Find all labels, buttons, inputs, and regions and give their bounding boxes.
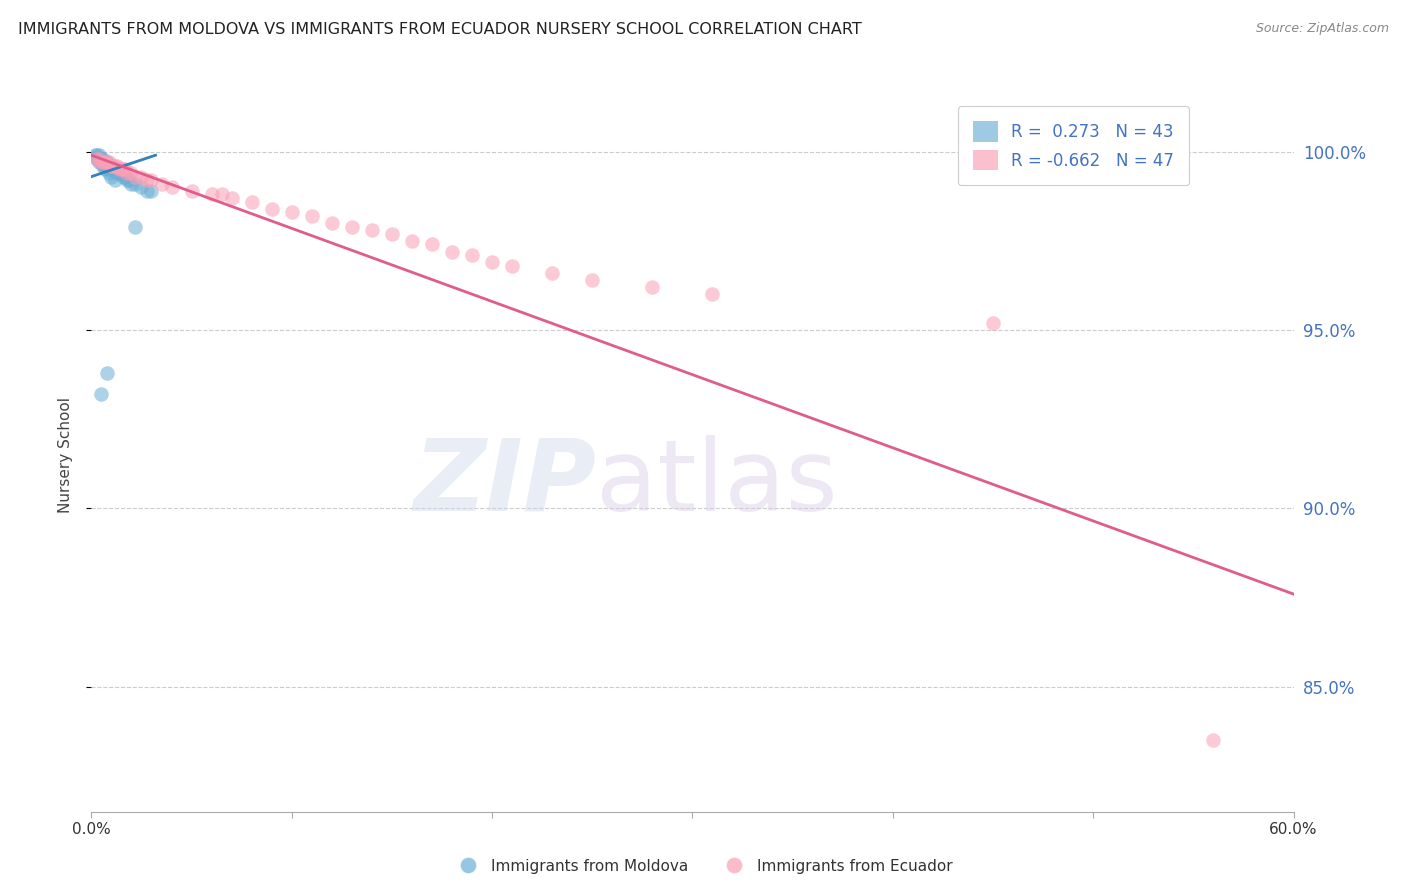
Point bbox=[581, 273, 603, 287]
Point bbox=[93, 155, 115, 169]
Point bbox=[89, 152, 111, 166]
Point bbox=[541, 266, 564, 280]
Point bbox=[96, 162, 118, 177]
Point bbox=[98, 159, 121, 173]
Text: Source: ZipAtlas.com: Source: ZipAtlas.com bbox=[1256, 22, 1389, 36]
Point bbox=[100, 159, 122, 173]
Point bbox=[100, 162, 122, 177]
Point bbox=[96, 366, 118, 380]
Point bbox=[89, 155, 111, 169]
Point bbox=[108, 162, 131, 177]
Point bbox=[94, 162, 117, 177]
Point bbox=[96, 155, 118, 169]
Point bbox=[86, 152, 108, 166]
Point bbox=[501, 259, 523, 273]
Legend: R =  0.273   N = 43, R = -0.662   N = 47: R = 0.273 N = 43, R = -0.662 N = 47 bbox=[957, 106, 1189, 186]
Point bbox=[420, 237, 443, 252]
Point bbox=[131, 169, 153, 184]
Point bbox=[160, 180, 183, 194]
Point bbox=[1202, 733, 1225, 747]
Point bbox=[461, 248, 484, 262]
Point bbox=[260, 202, 283, 216]
Text: IMMIGRANTS FROM MOLDOVA VS IMMIGRANTS FROM ECUADOR NURSERY SCHOOL CORRELATION CH: IMMIGRANTS FROM MOLDOVA VS IMMIGRANTS FR… bbox=[18, 22, 862, 37]
Point bbox=[114, 162, 136, 177]
Point bbox=[104, 159, 127, 173]
Point bbox=[117, 166, 139, 180]
Point bbox=[112, 169, 135, 184]
Point bbox=[96, 155, 118, 169]
Point bbox=[440, 244, 463, 259]
Point bbox=[94, 159, 117, 173]
Point bbox=[481, 255, 503, 269]
Point bbox=[118, 173, 141, 187]
Point bbox=[121, 166, 143, 180]
Point bbox=[100, 169, 122, 184]
Point bbox=[136, 173, 159, 187]
Point bbox=[150, 177, 173, 191]
Point bbox=[110, 162, 132, 177]
Point bbox=[100, 159, 122, 173]
Point bbox=[107, 159, 129, 173]
Point bbox=[84, 148, 107, 162]
Point bbox=[98, 155, 121, 169]
Point bbox=[90, 155, 112, 169]
Point bbox=[98, 166, 121, 180]
Point bbox=[281, 205, 304, 219]
Point bbox=[93, 155, 115, 169]
Point bbox=[381, 227, 404, 241]
Point bbox=[221, 191, 243, 205]
Text: ZIP: ZIP bbox=[413, 435, 596, 532]
Point bbox=[321, 216, 343, 230]
Point bbox=[340, 219, 363, 234]
Point bbox=[89, 152, 111, 166]
Point bbox=[94, 155, 117, 169]
Point bbox=[103, 159, 125, 173]
Point bbox=[90, 152, 112, 166]
Point bbox=[141, 184, 163, 198]
Point bbox=[301, 209, 323, 223]
Text: atlas: atlas bbox=[596, 435, 838, 532]
Point bbox=[981, 316, 1004, 330]
Point bbox=[136, 184, 159, 198]
Point bbox=[117, 173, 139, 187]
Point bbox=[641, 280, 664, 294]
Point bbox=[121, 177, 143, 191]
Point bbox=[211, 187, 233, 202]
Point bbox=[702, 287, 724, 301]
Point bbox=[108, 166, 131, 180]
Point bbox=[360, 223, 382, 237]
Point bbox=[112, 162, 135, 177]
Point bbox=[124, 177, 146, 191]
Point bbox=[86, 152, 108, 166]
Point bbox=[107, 166, 129, 180]
Point bbox=[90, 155, 112, 169]
Point bbox=[141, 173, 163, 187]
Point bbox=[86, 148, 108, 162]
Point bbox=[124, 219, 146, 234]
Point bbox=[110, 166, 132, 180]
Point bbox=[401, 234, 423, 248]
Point bbox=[93, 159, 115, 173]
Point bbox=[94, 155, 117, 169]
Legend: Immigrants from Moldova, Immigrants from Ecuador: Immigrants from Moldova, Immigrants from… bbox=[447, 853, 959, 880]
Point bbox=[131, 180, 153, 194]
Point bbox=[124, 169, 146, 184]
Point bbox=[103, 162, 125, 177]
Y-axis label: Nursery School: Nursery School bbox=[58, 397, 73, 513]
Point bbox=[114, 169, 136, 184]
Point bbox=[201, 187, 224, 202]
Point bbox=[90, 152, 112, 166]
Point bbox=[89, 148, 111, 162]
Point bbox=[93, 152, 115, 166]
Point bbox=[240, 194, 263, 209]
Point bbox=[104, 162, 127, 177]
Point bbox=[96, 159, 118, 173]
Point bbox=[90, 387, 112, 401]
Point bbox=[94, 155, 117, 169]
Point bbox=[98, 159, 121, 173]
Point bbox=[104, 173, 127, 187]
Point bbox=[180, 184, 202, 198]
